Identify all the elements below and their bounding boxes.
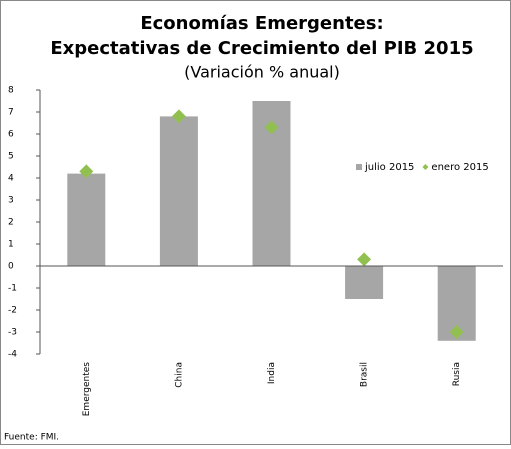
y-tick-label: -2 [8,306,17,316]
marker [449,325,464,339]
legend-swatch [356,164,362,170]
marker [79,164,94,179]
bar [345,266,384,299]
y-tick-label: 6 [8,130,14,140]
x-tick-label: Brasil [360,362,370,387]
legend-label: julio 2015 [364,162,414,173]
y-tick-label: 0 [8,262,14,272]
chart-title: Economías Emergentes: [140,13,383,34]
y-tick-label: 7 [8,108,14,118]
y-tick-label: -4 [8,350,17,360]
bar [159,116,198,267]
y-tick-label: 2 [8,218,14,228]
y-tick-label: -3 [8,328,17,338]
y-tick-label: 1 [8,240,14,250]
y-tick-label: 8 [8,86,14,96]
y-tick-label: -1 [8,284,17,294]
chart-subtitle: (Variación % anual) [184,63,340,82]
x-tick-label: Emergentes [82,362,92,417]
marker [357,252,372,267]
chart-title: Expectativas de Crecimiento del PIB 2015 [50,38,473,59]
x-tick-label: Rusia [452,362,462,386]
source-note: Fuente: FMI. [4,433,59,443]
marker [264,120,279,135]
legend-label: enero 2015 [431,162,488,173]
x-tick-label: China [174,362,184,388]
y-tick-label: 3 [8,196,14,206]
x-tick-label: India [267,362,277,384]
legend-swatch [422,164,429,170]
y-tick-label: 4 [8,174,14,184]
bar [67,173,106,266]
marker [171,109,186,124]
y-tick-label: 5 [8,152,14,162]
